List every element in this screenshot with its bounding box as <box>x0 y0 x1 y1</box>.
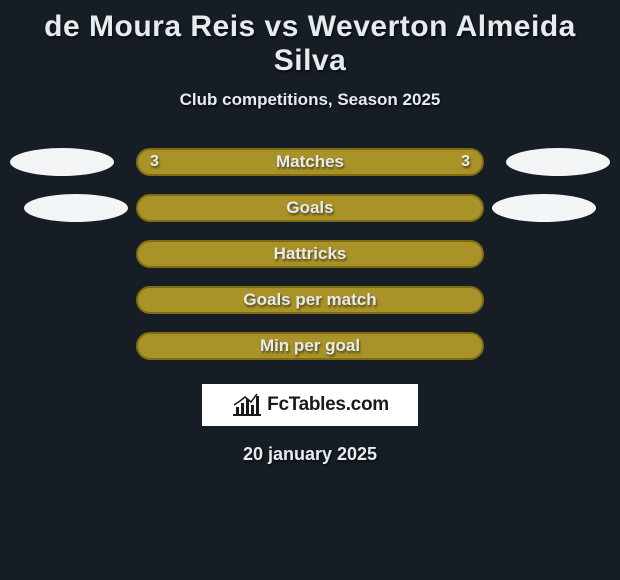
right-value-bubble <box>492 194 596 222</box>
stat-rows: 3 Matches 3 Goals <box>0 148 620 360</box>
stat-pill: Goals <box>136 194 484 222</box>
stat-pill-wrap: Min per goal <box>136 332 484 360</box>
stat-row: Hattricks <box>10 240 610 268</box>
stat-label: Min per goal <box>260 336 360 356</box>
stat-pill: Min per goal <box>136 332 484 360</box>
stat-value-right: 3 <box>461 153 470 171</box>
stat-label: Goals per match <box>243 290 376 310</box>
left-value-bubble <box>24 194 128 222</box>
stat-row: 3 Matches 3 <box>10 148 610 176</box>
stat-label: Goals <box>286 198 333 218</box>
stat-pill: 3 Matches 3 <box>136 148 484 176</box>
logo-text: FcTables.com <box>267 394 389 416</box>
stat-value-left: 3 <box>150 153 159 171</box>
subtitle: Club competitions, Season 2025 <box>0 90 620 110</box>
stat-pill-wrap: Hattricks <box>136 240 484 268</box>
snapshot-date: 20 january 2025 <box>0 444 620 465</box>
stat-pill-wrap: Goals per match <box>136 286 484 314</box>
left-value-bubble <box>10 148 114 176</box>
page-title: de Moura Reis vs Weverton Almeida Silva <box>0 6 620 80</box>
source-logo: FcTables.com <box>202 384 418 426</box>
stat-pill-wrap: 3 Matches 3 <box>136 148 484 176</box>
right-value-bubble <box>506 148 610 176</box>
right-spacer <box>484 194 610 222</box>
comparison-card: de Moura Reis vs Weverton Almeida Silva … <box>0 0 620 465</box>
stat-label: Hattricks <box>274 244 347 264</box>
stat-row: Goals <box>10 194 610 222</box>
stat-row: Goals per match <box>10 286 610 314</box>
stat-pill: Hattricks <box>136 240 484 268</box>
stat-row: Min per goal <box>10 332 610 360</box>
left-spacer <box>10 194 136 222</box>
bar-chart-icon <box>231 393 263 417</box>
stat-pill-wrap: Goals <box>136 194 484 222</box>
stat-pill: Goals per match <box>136 286 484 314</box>
stat-label: Matches <box>276 152 344 172</box>
